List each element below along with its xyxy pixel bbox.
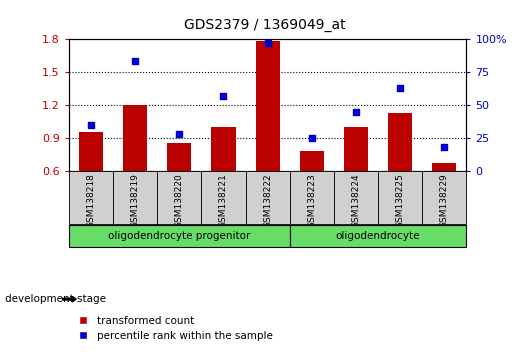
Bar (201, 171, 245, 224)
Bar (432, 163, 456, 171)
Bar (113, 171, 157, 224)
Text: GSM138225: GSM138225 (396, 173, 404, 228)
Text: oligodendrocyte progenitor: oligodendrocyte progenitor (108, 231, 251, 241)
Bar (245, 171, 290, 224)
Bar (211, 127, 236, 171)
Point (175, 131, 183, 137)
Bar (69, 225, 290, 247)
Bar (344, 127, 368, 171)
Text: oligodendrocyte: oligodendrocyte (336, 231, 420, 241)
Text: GSM138219: GSM138219 (131, 173, 139, 228)
Text: GSM138223: GSM138223 (307, 173, 316, 228)
Point (307, 135, 316, 141)
Bar (79, 132, 103, 171)
Bar (255, 41, 280, 171)
Point (352, 109, 360, 114)
Point (131, 58, 139, 64)
Text: GSM138220: GSM138220 (175, 173, 184, 228)
Bar (123, 105, 147, 171)
Bar (69, 171, 113, 224)
Bar (299, 151, 324, 171)
Bar (167, 143, 191, 171)
Point (87, 122, 95, 127)
Text: GDS2379 / 1369049_at: GDS2379 / 1369049_at (184, 18, 346, 32)
Bar (422, 171, 466, 224)
Bar (290, 171, 334, 224)
Point (396, 85, 404, 91)
Legend: transformed count, percentile rank within the sample: transformed count, percentile rank withi… (74, 311, 277, 345)
Text: GSM138229: GSM138229 (440, 173, 449, 228)
Text: development stage: development stage (5, 294, 107, 304)
Bar (388, 113, 412, 171)
Point (219, 93, 228, 98)
Point (263, 40, 272, 46)
Bar (378, 171, 422, 224)
Text: GSM138222: GSM138222 (263, 173, 272, 228)
Text: GSM138221: GSM138221 (219, 173, 228, 228)
Text: GSM138224: GSM138224 (351, 173, 360, 228)
Text: GSM138218: GSM138218 (86, 173, 95, 228)
Bar (334, 171, 378, 224)
Bar (157, 171, 201, 224)
Bar (290, 225, 466, 247)
Point (440, 144, 448, 150)
